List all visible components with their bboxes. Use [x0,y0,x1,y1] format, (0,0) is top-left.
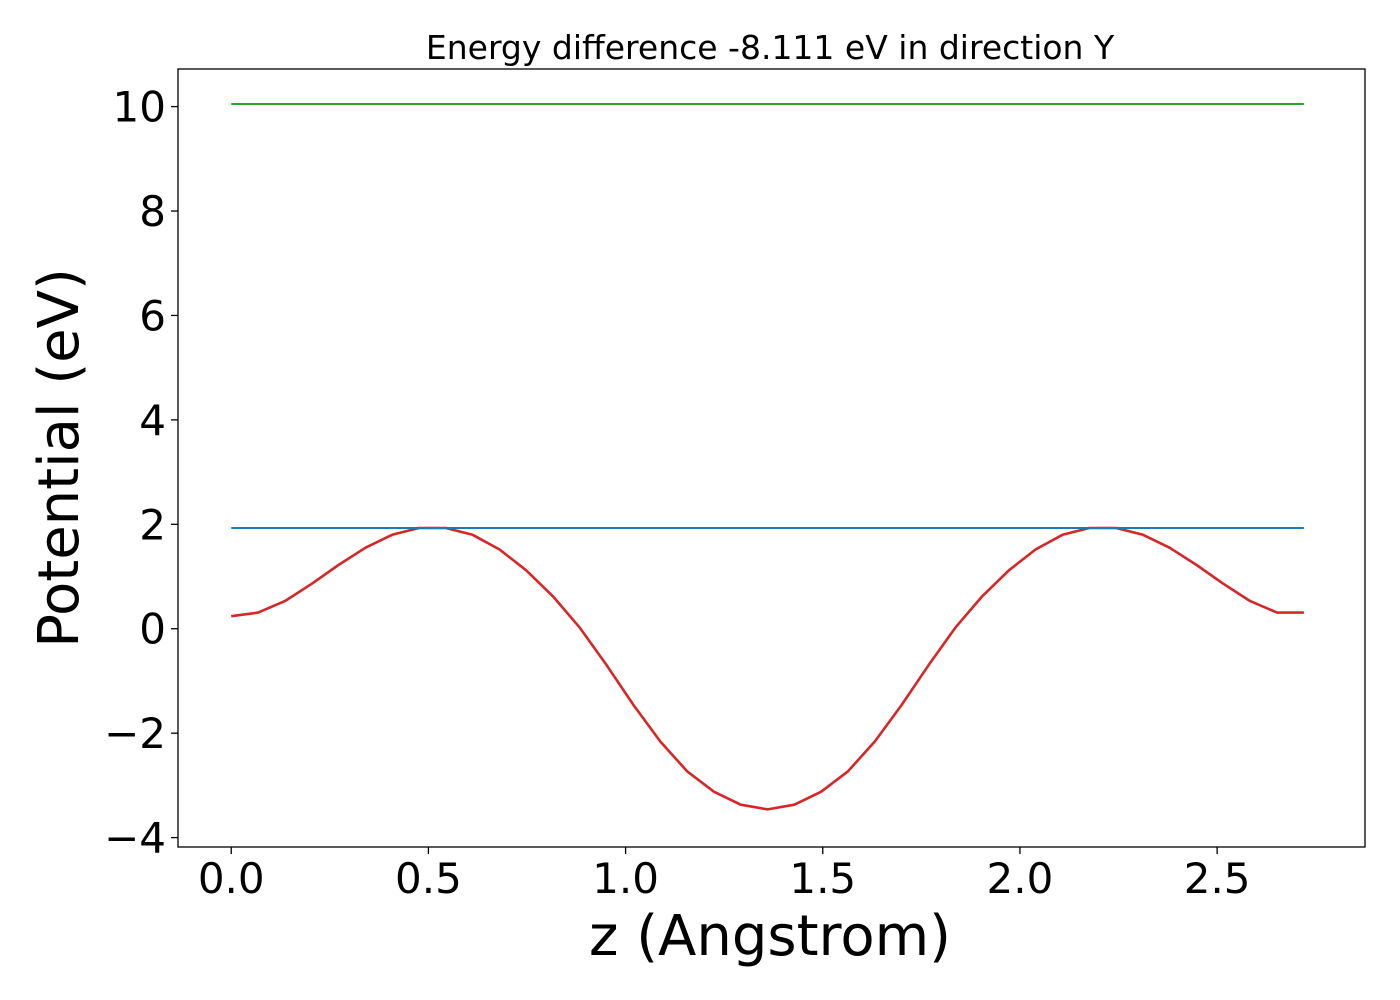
y-tick-label: 6 [139,291,166,340]
series-line-potential [231,526,1304,811]
series-layer [231,103,1304,811]
y-tick-label: 4 [139,396,166,445]
x-tick-label: 1.5 [789,854,856,903]
y-tick-label: −2 [104,709,166,758]
x-axis-label: z (Angstrom) [589,904,951,969]
x-tick-label: 1.0 [592,854,659,903]
plot-area-frame [177,68,1366,848]
x-tick-label: 0.0 [198,854,265,903]
chart-title: Energy difference -8.111 eV in direction… [426,28,1115,67]
y-tick-label: 10 [113,83,166,132]
ticks-layer: 0.0 0.5 1.0 1.5 2.0 2.5 −4 −2 0 2 4 6 8 10 [104,83,1250,903]
y-tick-label: 0 [139,605,166,654]
y-tick-label: 8 [139,187,166,236]
x-tick-label: 2.0 [987,854,1054,903]
x-tick-label: 2.5 [1184,854,1251,903]
y-tick-label: 2 [139,500,166,549]
y-axis-label: Potential (eV) [27,268,92,648]
x-tick-label: 0.5 [395,854,462,903]
y-tick-label: −4 [104,814,166,863]
